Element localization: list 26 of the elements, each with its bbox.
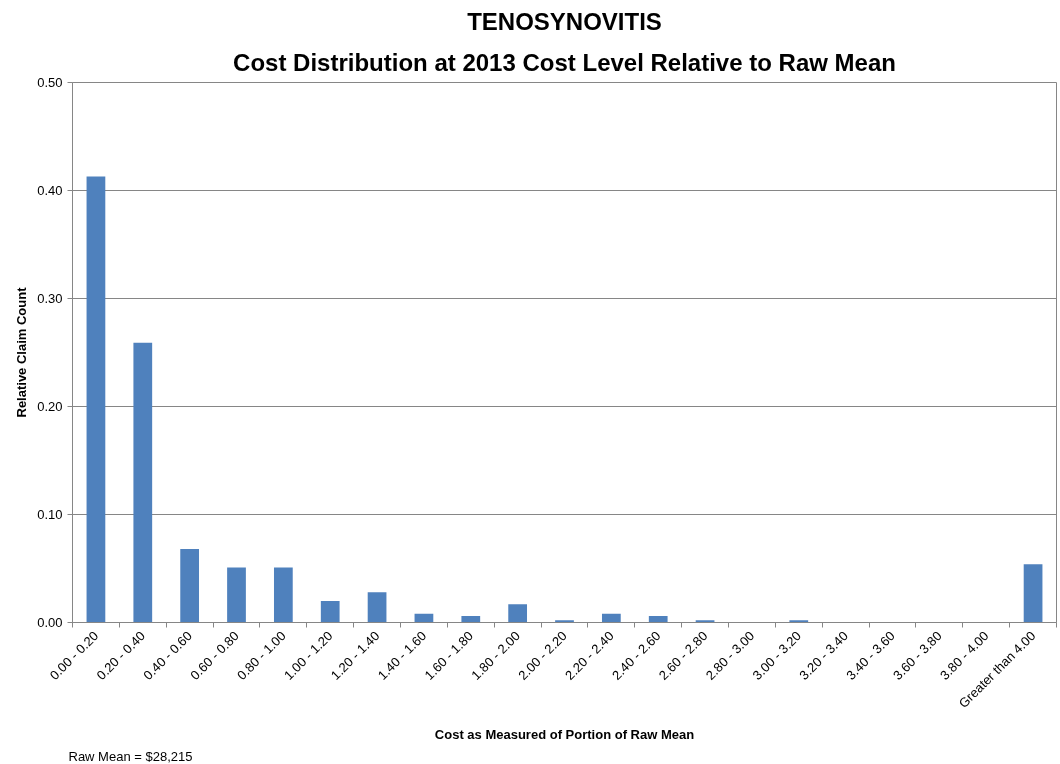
- bar: [695, 620, 715, 623]
- bar: [789, 620, 809, 623]
- bar: [133, 342, 153, 623]
- bar: [86, 176, 106, 623]
- bar: [508, 604, 528, 623]
- bar: [648, 616, 668, 623]
- bar: [461, 616, 481, 623]
- bar: [227, 567, 246, 623]
- bar: [555, 620, 574, 623]
- y-tick-label: 0.10: [37, 507, 63, 522]
- bar: [601, 613, 621, 623]
- bar: [1023, 564, 1043, 623]
- y-tick-label: 0.20: [37, 399, 63, 414]
- bar: [273, 567, 293, 623]
- chart-title: TENOSYNOVITIS: [467, 7, 662, 35]
- y-tick-label: 0.50: [37, 75, 63, 90]
- y-tick-label: 0.30: [37, 291, 63, 306]
- text: Raw Mean = $28,215: [68, 748, 193, 764]
- bar: [180, 549, 200, 623]
- chart-subtitle: Cost Distribution at 2013 Cost Level Relative to Raw Mean: [233, 48, 896, 76]
- x-axis-title: Cost as Measured of Portion of Raw Mean: [434, 727, 695, 743]
- bar: [367, 592, 387, 623]
- bar: [320, 600, 340, 623]
- y-tick-label: 0.40: [37, 183, 63, 198]
- y-axis-title: Relative Claim Count: [14, 286, 30, 418]
- y-tick-label: 0.00: [37, 615, 63, 630]
